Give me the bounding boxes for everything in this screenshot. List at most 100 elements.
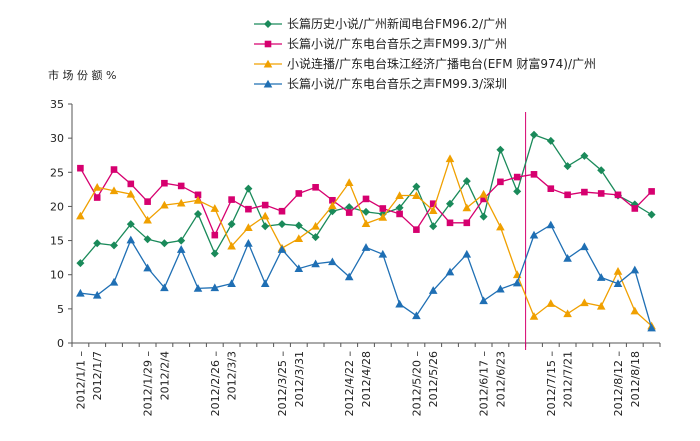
- data-point: [211, 231, 219, 239]
- x-tick-label: 2012/6/17 –: [478, 351, 491, 416]
- data-point: [631, 205, 639, 212]
- data-point: [362, 195, 370, 203]
- data-point: [244, 239, 253, 247]
- data-point: [530, 171, 538, 178]
- data-point: [413, 226, 420, 233]
- data-point: [294, 234, 304, 242]
- y-tick-label: 35: [50, 98, 64, 111]
- data-point: [412, 182, 421, 191]
- data-point: [395, 191, 404, 199]
- x-tick-label: 2012/5/20 –: [410, 351, 423, 416]
- data-point: [344, 272, 354, 281]
- data-point: [194, 191, 202, 199]
- data-point: [446, 199, 454, 208]
- data-point: [176, 245, 186, 253]
- data-point: [278, 207, 286, 215]
- x-tick-label: 2012/3/3: [226, 351, 239, 400]
- data-point: [446, 219, 454, 227]
- data-point: [563, 309, 572, 318]
- data-point: [513, 173, 521, 181]
- data-point: [176, 198, 186, 207]
- data-point: [361, 243, 371, 251]
- data-point: [177, 236, 186, 245]
- x-tick-label: 2012/4/28: [360, 351, 373, 407]
- x-tick-label: 2012/2/26 –: [209, 351, 222, 416]
- data-point: [647, 210, 656, 219]
- data-point: [428, 206, 438, 214]
- data-point: [396, 210, 403, 218]
- data-point: [613, 267, 623, 275]
- data-point: [630, 265, 640, 274]
- data-point: [210, 204, 220, 212]
- data-point: [311, 233, 320, 242]
- data-point: [529, 230, 539, 239]
- data-point: [228, 196, 235, 203]
- data-point: [193, 284, 203, 292]
- data-point: [378, 213, 388, 221]
- data-point: [479, 189, 488, 198]
- y-tick-label: 30: [50, 132, 64, 145]
- data-point: [76, 211, 85, 220]
- data-point: [395, 203, 404, 212]
- data-point: [143, 235, 152, 244]
- data-point: [462, 203, 472, 212]
- data-point: [161, 179, 168, 187]
- legend-entry-3: 长篇小说/广东电台音乐之声FM99.3/深圳: [254, 76, 507, 91]
- data-point: [160, 283, 169, 292]
- legend-entry-2: 小说连播/广东电台珠江经济广播电台(EFM 财富974)/广州: [254, 56, 596, 71]
- data-point: [412, 311, 421, 320]
- data-point: [546, 136, 555, 145]
- x-tick-label: 2012/1/7: [91, 351, 104, 400]
- data-point: [244, 223, 253, 232]
- x-tick-label: 2012/2/4: [158, 351, 171, 400]
- legend: 长篇历史小说/广州新闻电台FM96.2/广州长篇小说/广东电台音乐之声FM99.…: [254, 16, 596, 91]
- data-point: [530, 130, 538, 139]
- data-point: [160, 200, 169, 209]
- data-point: [260, 211, 270, 220]
- y-tick-label: 0: [57, 337, 64, 350]
- data-point: [294, 221, 303, 230]
- data-point: [143, 215, 152, 224]
- data-point: [311, 221, 320, 230]
- x-tick-label: 2012/7/21: [562, 351, 575, 407]
- data-point: [244, 184, 253, 193]
- data-point: [194, 209, 202, 218]
- data-point: [260, 279, 270, 288]
- data-point: [613, 279, 623, 288]
- data-point: [109, 277, 119, 286]
- data-point: [378, 249, 388, 258]
- axes: 0 5 10 15 20 25 30 35 2012/1/1 – 2012/1/7 2012/1/2…: [50, 98, 661, 416]
- data-point: [227, 241, 236, 250]
- x-tick-label: 2012/8/12 –: [612, 351, 625, 416]
- data-point: [647, 323, 656, 332]
- data-point: [92, 183, 102, 191]
- data-point: [546, 220, 556, 229]
- legend-label: 小说连播/广东电台珠江经济广播电台(EFM 财富974)/广州: [287, 56, 596, 71]
- data-point: [110, 166, 118, 173]
- legend-label: 长篇小说/广东电台音乐之声FM99.3/深圳: [287, 76, 507, 91]
- data-point: [126, 220, 135, 229]
- data-point: [547, 185, 555, 192]
- y-axis-label: 市 场 份 额 %: [48, 68, 116, 82]
- legend-marker: [264, 20, 272, 28]
- data-point: [379, 205, 387, 212]
- data-point: [614, 191, 622, 199]
- y-tick-label: 15: [50, 235, 64, 248]
- data-point: [93, 194, 101, 201]
- data-point: [412, 191, 421, 199]
- data-point: [77, 164, 84, 172]
- data-point: [496, 284, 505, 293]
- data-point: [144, 198, 151, 205]
- legend-marker: [263, 79, 273, 88]
- data-point: [210, 249, 219, 258]
- data-point: [564, 191, 571, 199]
- data-point: [496, 222, 505, 231]
- data-point: [127, 180, 135, 188]
- data-point: [76, 288, 85, 297]
- x-tick-label: 2012/6/23: [494, 351, 507, 407]
- x-tick-label: 2012/8/18: [629, 351, 642, 407]
- series-1: [77, 164, 655, 239]
- data-point: [546, 299, 556, 307]
- plot-area: [76, 112, 656, 350]
